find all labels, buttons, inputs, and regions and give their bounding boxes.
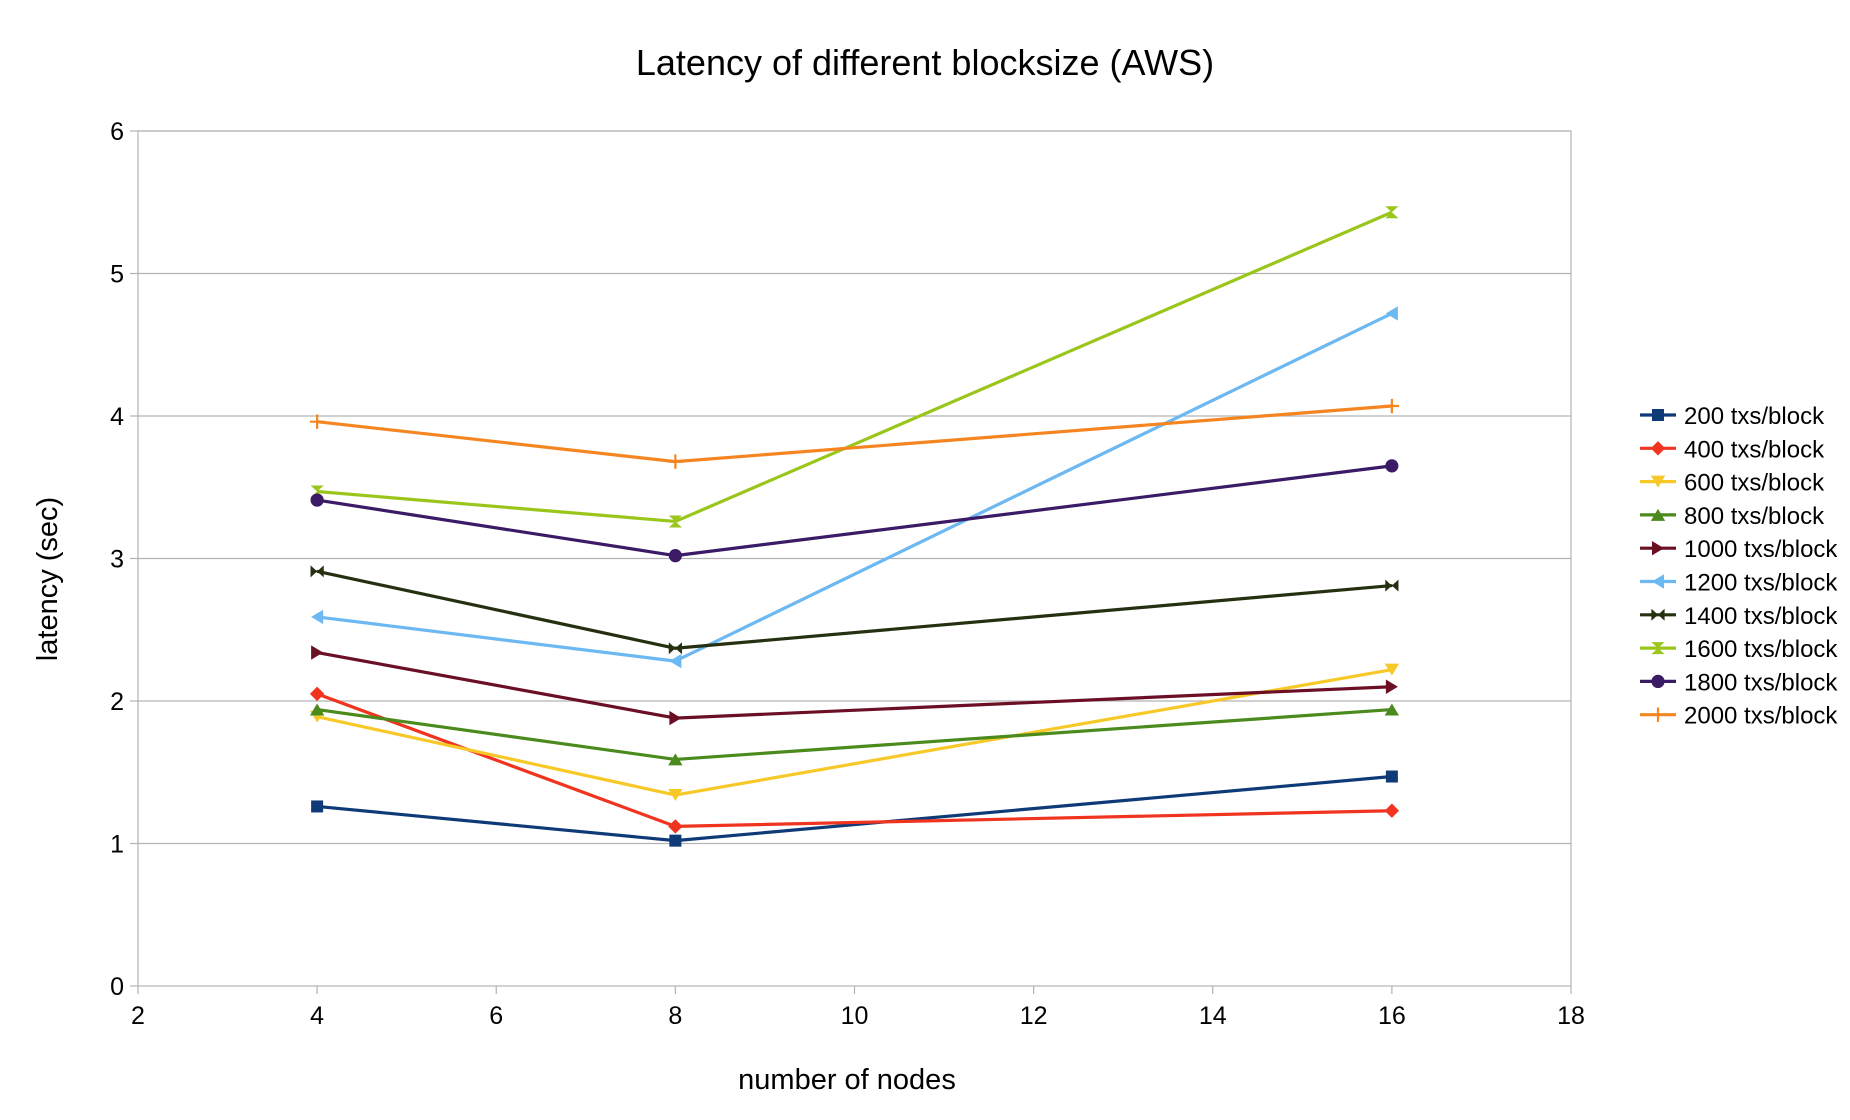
data-point-marker [1652,574,1664,589]
data-point-marker [1385,770,1398,783]
series-line [316,404,1392,464]
data-point-marker [309,414,325,429]
data-point-marker [1650,508,1666,521]
data-point-marker [668,515,682,522]
data-point-marker [668,819,683,834]
legend-label: 200 txs/block [1684,403,1825,430]
y-axis-title: latency (sec) [32,497,64,661]
data-point-marker [668,753,683,766]
data-point-marker [309,703,325,716]
x-tick-label: 14 [1199,1002,1227,1030]
legend-item: 600 txs/block [1640,470,1825,497]
data-point-marker [1385,212,1399,219]
legend-item: 800 txs/block [1640,503,1825,530]
gridlines [138,130,1571,845]
data-point-marker [1385,679,1398,694]
x-tick-label: 16 [1378,1002,1406,1030]
y-tick-label: 2 [110,688,124,716]
series-line [316,464,1393,558]
series-1200-txs-block [311,306,1398,669]
legend-item: 1800 txs/block [1640,669,1838,696]
legend-item: 1600 txs/block [1640,636,1838,663]
series-1000-txs-block [311,645,1398,726]
data-point-marker [669,653,682,669]
data-point-marker [1384,703,1400,716]
legend-label: 800 txs/block [1684,503,1825,530]
y-tick-label: 3 [110,546,124,574]
series-line [316,774,1393,843]
legend-item: 2000 txs/block [1640,703,1838,730]
x-tick-label: 8 [668,1002,682,1030]
data-point-marker [1384,663,1400,676]
legend: 200 txs/block 400 txs/block 600 txs/block 8… [1640,403,1838,730]
x-tick-label: 2 [131,1002,145,1030]
data-point-marker [668,549,682,563]
series-200-txs-block [311,770,1398,847]
legend-label: 1200 txs/block [1684,570,1838,597]
data-point-marker [669,834,682,847]
legend-label: 400 txs/block [1684,436,1825,463]
series-group [309,206,1400,847]
data-point-marker [1650,707,1666,722]
data-point-marker [1650,441,1666,456]
data-point-marker [1652,409,1664,421]
y-tick-label: 6 [110,118,124,146]
y-tick-label: 0 [110,973,124,1001]
data-point-marker [310,493,324,507]
legend-label: 1000 txs/block [1684,536,1838,563]
y-tick-label: 4 [110,403,124,431]
series-line [316,650,1392,720]
data-point-marker [1650,475,1666,488]
data-point-marker [311,800,324,813]
series-line [316,692,1392,829]
data-point-marker [668,789,683,802]
data-point-marker [668,454,683,469]
x-tick-label: 18 [1557,1002,1585,1030]
legend-item: 1000 txs/block [1640,536,1838,563]
legend-label: 600 txs/block [1684,470,1825,497]
data-point-marker [1385,459,1399,473]
legend-label: 1600 txs/block [1684,636,1838,663]
legend-item: 1400 txs/block [1640,603,1838,630]
x-axis-title: number of nodes [738,1064,956,1096]
y-tick-label: 5 [110,261,124,289]
data-point-marker [1384,398,1400,414]
series-800-txs-block [309,703,1400,766]
legend-label: 1400 txs/block [1684,603,1838,630]
legend-item: 400 txs/block [1640,436,1825,463]
chart-title: Latency of different blocksize (AWS) [636,42,1214,83]
data-point-marker [1385,206,1399,213]
data-point-marker [1384,803,1400,818]
x-tick-label: 6 [489,1002,503,1030]
data-point-marker [1651,674,1665,689]
data-point-marker [1651,648,1665,655]
data-point-marker [310,485,324,492]
data-point-marker [309,686,325,702]
data-point-marker [1652,541,1664,556]
data-point-marker [668,521,682,528]
x-tick-label: 4 [310,1002,324,1030]
y-tick-label: 1 [110,831,124,859]
series-1600-txs-block [310,206,1399,528]
data-point-marker [311,609,324,625]
legend-item: 1200 txs/block [1640,570,1838,597]
data-point-marker [1651,642,1665,649]
series-line [316,210,1393,524]
data-point-marker [1385,306,1398,321]
series-1800-txs-block [310,459,1399,563]
legend-item: 200 txs/block [1640,403,1825,430]
data-point-marker [311,645,324,660]
x-tick-label: 12 [1020,1002,1048,1030]
series-1400-txs-block [310,565,1399,655]
series-400-txs-block [309,686,1400,834]
data-point-marker [669,710,682,726]
series-2000-txs-block [309,398,1400,469]
legend-label: 1800 txs/block [1684,669,1838,696]
legend-label: 2000 txs/block [1684,703,1838,730]
x-tick-label: 10 [841,1002,869,1030]
